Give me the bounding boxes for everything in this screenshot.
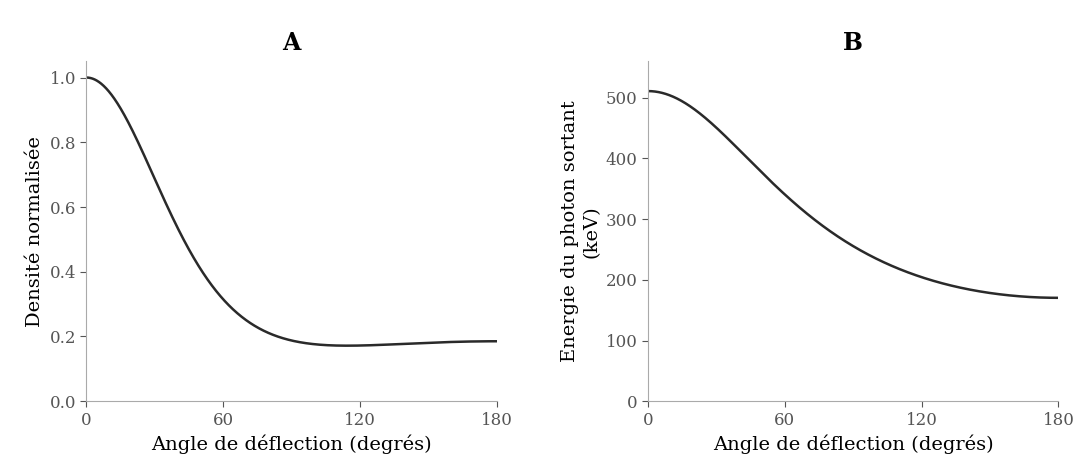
Title: A: A bbox=[282, 31, 301, 55]
X-axis label: Angle de déflection (degrés): Angle de déflection (degrés) bbox=[151, 434, 432, 454]
X-axis label: Angle de déflection (degrés): Angle de déflection (degrés) bbox=[713, 434, 994, 454]
Y-axis label: Densité normalisée: Densité normalisée bbox=[26, 136, 44, 327]
Y-axis label: Energie du photon sortant
(keV): Energie du photon sortant (keV) bbox=[562, 101, 600, 362]
Title: B: B bbox=[843, 31, 863, 55]
